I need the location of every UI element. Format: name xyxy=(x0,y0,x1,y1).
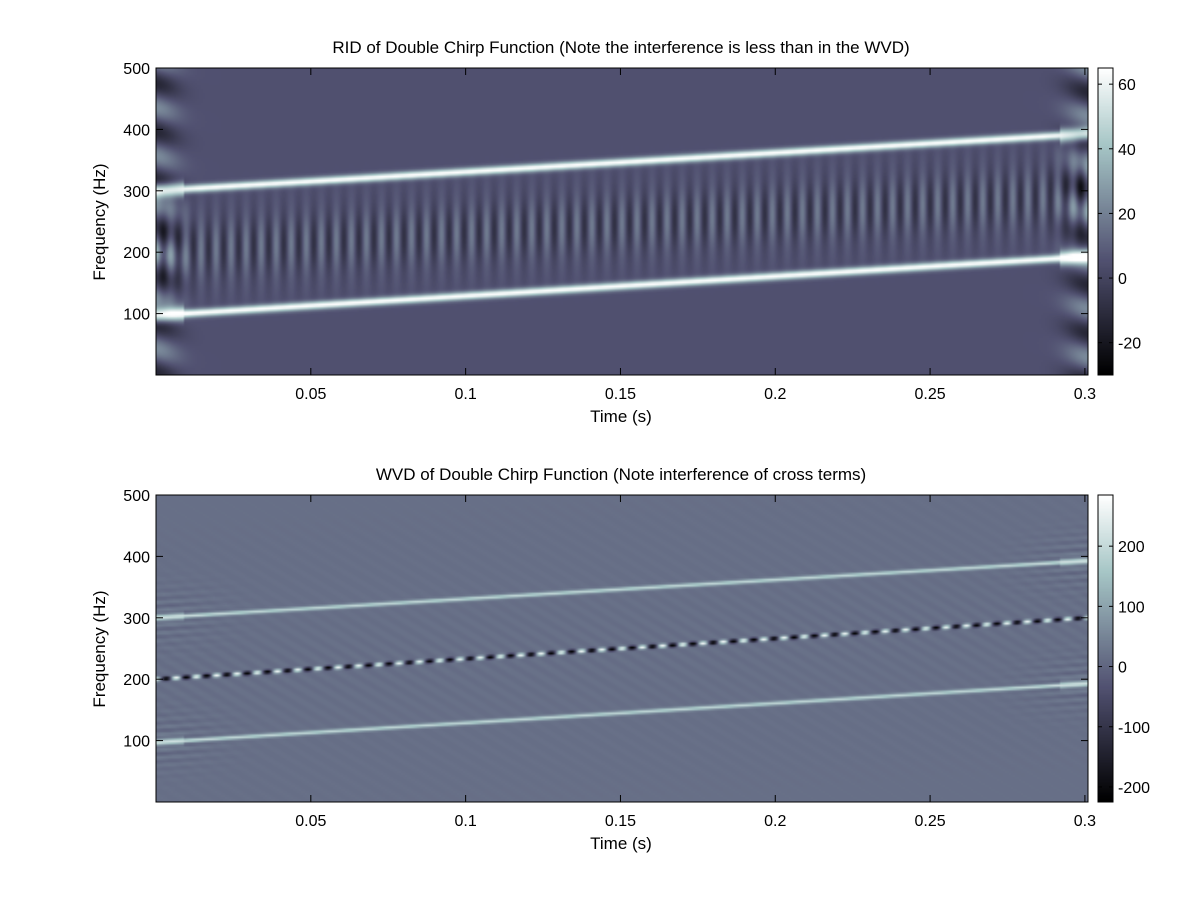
rid-x-axis: 0.05 0.1 0.15 0.2 0.25 0.3 xyxy=(295,68,1096,403)
x-tick-label: 0.25 xyxy=(915,386,946,403)
rid-colorbar-frame xyxy=(1097,67,1114,376)
rid-title: RID of Double Chirp Function (Note the i… xyxy=(332,38,909,57)
y-tick-label: 400 xyxy=(123,549,150,566)
x-tick-label: 0.1 xyxy=(455,813,477,830)
rid-colorbar-axis: -20 0 20 40 60 xyxy=(1098,77,1141,353)
wvd-y-axis: 100 200 300 400 500 xyxy=(123,488,1088,751)
wvd-y-axis-label: Frequency (Hz) xyxy=(90,590,109,707)
rid-heatmap xyxy=(156,68,1088,375)
rid-colorbar xyxy=(1098,68,1113,375)
wvd-colorbar-axis: -200 -100 0 100 200 xyxy=(1098,539,1150,797)
y-tick-label: 200 xyxy=(123,672,150,689)
colorbar-tick-label: 40 xyxy=(1118,142,1136,159)
x-tick-label: 0.15 xyxy=(605,386,636,403)
y-tick-label: 200 xyxy=(123,245,150,262)
y-tick-label: 400 xyxy=(123,122,150,139)
wvd-colorbar-frame xyxy=(1097,494,1114,803)
colorbar-tick-label: 0 xyxy=(1118,271,1127,288)
colorbar-tick-label: -100 xyxy=(1118,720,1150,737)
wvd-heatmap xyxy=(156,495,1088,802)
x-tick-label: 0.15 xyxy=(605,813,636,830)
y-tick-label: 300 xyxy=(123,184,150,201)
x-tick-label: 0.2 xyxy=(764,386,786,403)
x-tick-label: 0.1 xyxy=(455,386,477,403)
colorbar-tick-label: 60 xyxy=(1118,77,1136,94)
x-tick-label: 0.25 xyxy=(915,813,946,830)
rid-y-axis-label: Frequency (Hz) xyxy=(90,163,109,280)
colorbar-tick-label: 0 xyxy=(1118,660,1127,677)
wvd-colorbar xyxy=(1098,495,1113,802)
wvd-x-axis-label: Time (s) xyxy=(590,834,652,853)
wvd-x-axis: 0.05 0.1 0.15 0.2 0.25 0.3 xyxy=(295,495,1096,830)
y-tick-label: 300 xyxy=(123,611,150,628)
y-tick-label: 500 xyxy=(123,61,150,78)
y-tick-label: 500 xyxy=(123,488,150,505)
colorbar-tick-label: -20 xyxy=(1118,336,1141,353)
y-tick-label: 100 xyxy=(123,307,150,324)
y-tick-label: 100 xyxy=(123,734,150,751)
wvd-panel: WVD of Double Chirp Function (Note inter… xyxy=(90,465,1150,853)
rid-plot-frame xyxy=(155,67,1089,376)
rid-panel: RID of Double Chirp Function (Note the i… xyxy=(90,38,1141,426)
x-tick-label: 0.2 xyxy=(764,813,786,830)
wvd-plot-frame xyxy=(155,494,1089,803)
colorbar-tick-label: 20 xyxy=(1118,206,1136,223)
x-tick-label: 0.3 xyxy=(1074,813,1096,830)
rid-y-axis: 100 200 300 400 500 xyxy=(123,61,1088,324)
wvd-title: WVD of Double Chirp Function (Note inter… xyxy=(376,465,866,484)
colorbar-tick-label: 100 xyxy=(1118,599,1145,616)
rid-x-axis-label: Time (s) xyxy=(590,407,652,426)
colorbar-tick-label: 200 xyxy=(1118,539,1145,556)
x-tick-label: 0.3 xyxy=(1074,386,1096,403)
x-tick-label: 0.05 xyxy=(295,813,326,830)
x-tick-label: 0.05 xyxy=(295,386,326,403)
colorbar-tick-label: -200 xyxy=(1118,780,1150,797)
